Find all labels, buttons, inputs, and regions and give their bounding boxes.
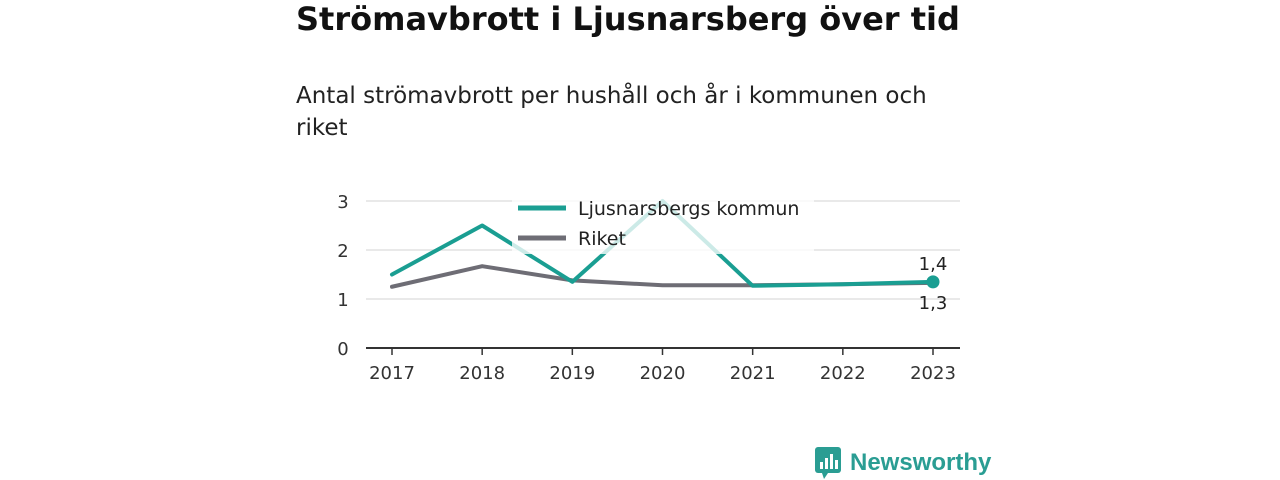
x-tick-label: 2017 bbox=[369, 363, 415, 384]
brand-name: Newsworthy bbox=[850, 449, 992, 476]
y-tick-label: 2 bbox=[337, 241, 348, 262]
y-tick-label: 1 bbox=[337, 290, 348, 311]
legend-label: Ljusnarsbergs kommun bbox=[578, 198, 799, 220]
chart-title: Strömavbrott i Ljusnarsberg över tid bbox=[296, 0, 960, 38]
y-tick-label: 0 bbox=[337, 339, 348, 360]
legend-label: Riket bbox=[578, 228, 626, 250]
x-tick-label: 2022 bbox=[820, 363, 866, 384]
newsworthy-logo-icon bbox=[815, 447, 841, 479]
x-tick-label: 2018 bbox=[459, 363, 505, 384]
x-tick-label: 2023 bbox=[910, 363, 956, 384]
data-label: 1,4 bbox=[919, 254, 948, 275]
x-tick-label: 2019 bbox=[549, 363, 595, 384]
y-tick-label: 3 bbox=[337, 192, 348, 213]
x-tick-label: 2020 bbox=[640, 363, 686, 384]
chart-subtitle: Antal strömavbrott per hushåll och år i … bbox=[296, 83, 927, 141]
x-tick-label: 2021 bbox=[730, 363, 776, 384]
data-label: 1,3 bbox=[919, 293, 948, 314]
legend-background bbox=[512, 188, 814, 254]
brand-logo: Newsworthy bbox=[814, 446, 991, 480]
endpoint-marker bbox=[926, 275, 940, 289]
